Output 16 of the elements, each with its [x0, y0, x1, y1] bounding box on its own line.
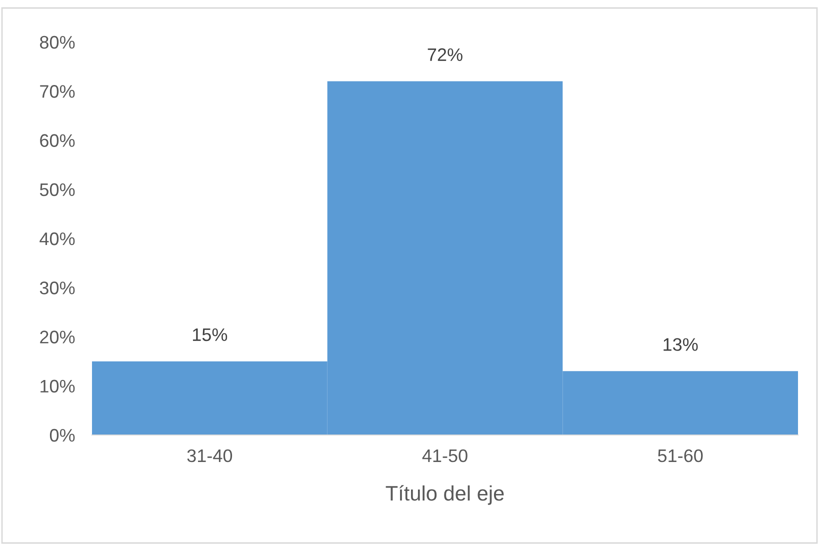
y-tick-label: 30%	[40, 282, 75, 294]
x-tick-label: 51-60	[658, 449, 703, 462]
y-tick-label: 60%	[40, 134, 75, 147]
x-axis-title: Título del eje	[386, 485, 504, 505]
y-tick-label: 0%	[50, 428, 75, 442]
data-label: 72%	[428, 48, 462, 61]
y-tick-label: 40%	[40, 232, 75, 246]
y-tick-label: 20%	[40, 330, 75, 344]
y-tick-label: 80%	[40, 36, 75, 49]
y-tick-label: 70%	[40, 85, 75, 98]
x-tick-label: 41-50	[422, 449, 468, 462]
y-tick-label: 10%	[40, 380, 75, 393]
data-label: 13%	[664, 338, 698, 351]
x-tick-label: 31-40	[187, 449, 232, 462]
y-tick-label: 50%	[40, 183, 75, 196]
data-label: 15%	[192, 328, 228, 342]
